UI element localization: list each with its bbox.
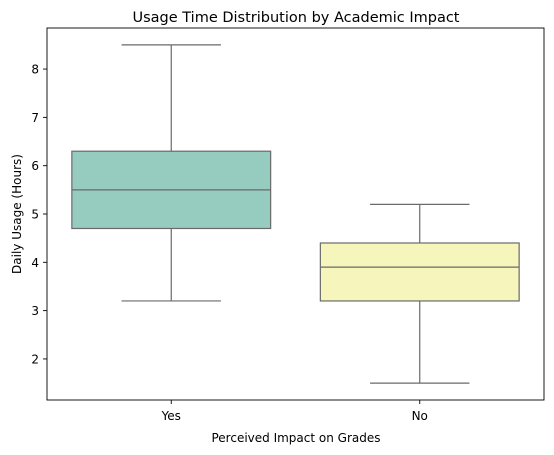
y-tick-label: 4 — [31, 256, 39, 270]
y-tick-label: 8 — [31, 63, 39, 77]
x-tick-label: No — [412, 409, 428, 423]
plot-area: 2 3 4 5 6 7 8 Yes No — [31, 44, 520, 423]
y-tick-label: 5 — [31, 208, 39, 222]
chart-title: Usage Time Distribution by Academic Impa… — [132, 10, 459, 26]
x-axis-label: Perceived Impact on Grades — [211, 431, 380, 445]
y-axis-label: Daily Usage (Hours) — [10, 154, 24, 274]
y-tick-label: 2 — [31, 352, 39, 366]
y-tick-label: 7 — [31, 111, 39, 125]
y-tick-label: 3 — [31, 304, 39, 318]
y-tick-label: 6 — [31, 159, 39, 173]
x-tick-label: Yes — [161, 409, 181, 423]
box-no — [319, 242, 520, 302]
plot-frame — [46, 27, 545, 401]
